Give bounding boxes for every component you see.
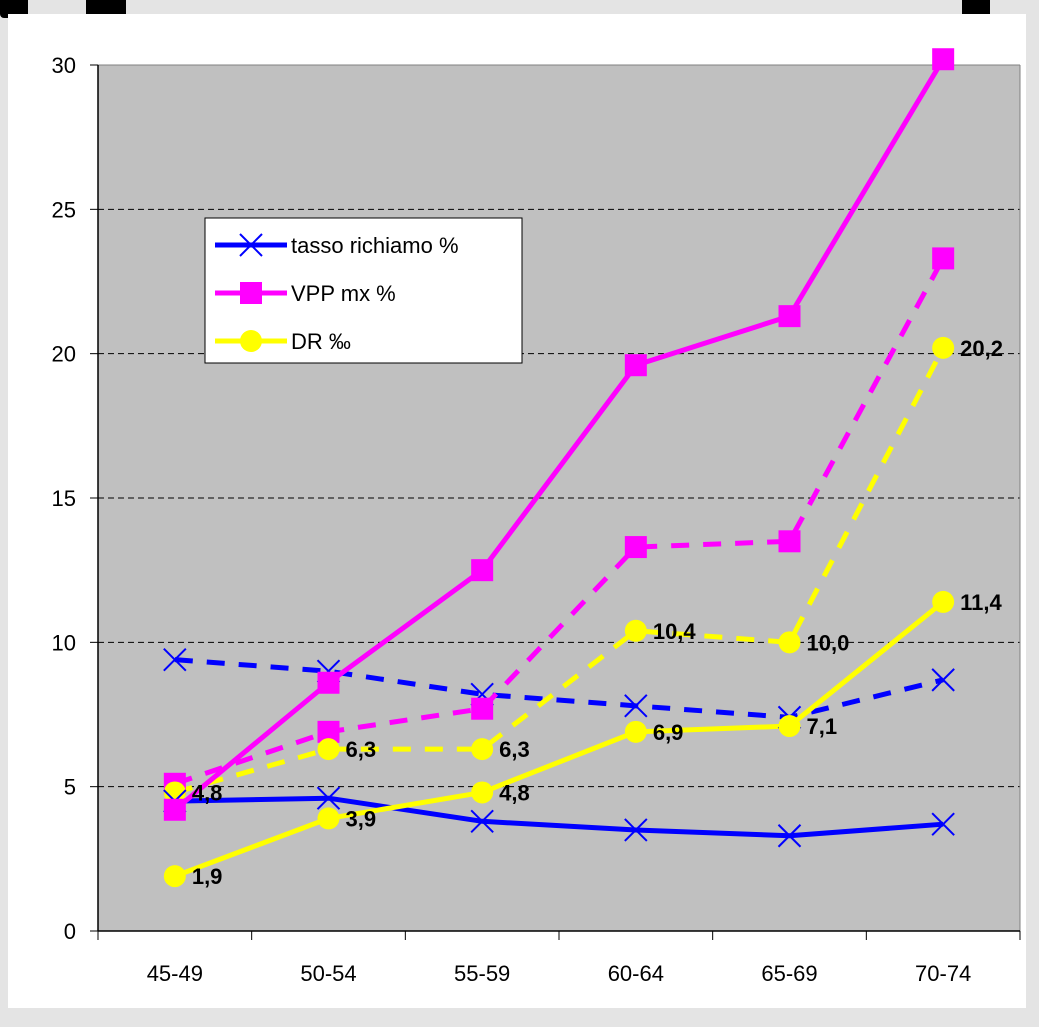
series-lines xyxy=(173,57,946,879)
data-point-series-3-dashed xyxy=(471,697,494,720)
data-label: 10,4 xyxy=(653,619,697,644)
y-tick-label: 25 xyxy=(52,197,76,222)
series-line-series-1-dashed xyxy=(174,657,944,720)
y-tick-label: 30 xyxy=(52,53,76,78)
data-point-series-5-dashed xyxy=(471,738,494,761)
data-label: 4,8 xyxy=(499,780,530,805)
data-point-series-5-dashed xyxy=(317,738,340,761)
data-point-series-3-dashed xyxy=(932,247,955,270)
data-point-tasso-richiamo xyxy=(316,786,341,810)
y-tick-label: 0 xyxy=(64,919,76,944)
data-point-series-5-dashed xyxy=(932,336,955,359)
x-tick-label-70-74: 70-74 xyxy=(915,961,971,986)
data-point-vpp-mx xyxy=(624,354,647,377)
data-point-series-3-dashed xyxy=(778,530,801,553)
data-labels: 4,8 6,3 6,3 10,4 10,0 20,2 1,9 3,9 4,8 6,9 7,1 11,4 xyxy=(192,336,1003,889)
legend-label: DR ‰ xyxy=(291,329,351,354)
series-line-dr xyxy=(173,599,945,879)
data-point-dr xyxy=(317,807,340,830)
data-point-dr xyxy=(932,590,955,613)
x-tick-label-50-54: 50-54 xyxy=(300,961,356,986)
series-line-tasso-richiamo xyxy=(174,795,944,839)
data-point-tasso-richiamo xyxy=(777,824,802,848)
data-label: 1,9 xyxy=(192,864,223,889)
legend-item-tasso-richiamo: tasso richiamo % xyxy=(215,233,459,258)
legend-item-vpp-mx: VPP mx % xyxy=(215,281,396,306)
axes xyxy=(90,64,1021,940)
data-point-dr xyxy=(624,720,647,743)
x-tick-label-60-64: 60-64 xyxy=(608,961,664,986)
data-point-vpp-mx xyxy=(163,798,186,821)
y-tick-label: 10 xyxy=(52,630,76,655)
x-tick-label-65-69: 65-69 xyxy=(761,961,817,986)
data-point-series-3-dashed xyxy=(624,536,647,559)
data-point-dr xyxy=(163,865,186,888)
legend-marker xyxy=(240,330,262,352)
series-line-series-3-dashed xyxy=(174,257,946,787)
legend: tasso richiamo % VPP mx % DR ‰ xyxy=(204,217,523,364)
legend-item-dr: DR ‰ xyxy=(215,329,351,354)
data-point-dr xyxy=(778,715,801,738)
data-label: 7,1 xyxy=(807,714,838,739)
data-point-series-3-dashed xyxy=(317,720,340,743)
data-point-tasso-richiamo xyxy=(931,812,955,836)
data-label: 20,2 xyxy=(960,336,1003,361)
y-tick-label: 15 xyxy=(52,486,76,511)
legend-label: VPP mx % xyxy=(291,281,396,306)
series-line-series-5-dashed xyxy=(174,346,946,795)
data-point-tasso-richiamo xyxy=(624,818,648,842)
legend-marker xyxy=(239,233,263,257)
x-axis-tick-labels: 45-49 50-54 55-59 60-64 65-69 70-74 xyxy=(147,961,972,986)
y-tick-label: 20 xyxy=(52,342,76,367)
data-point-series-5-dashed xyxy=(163,781,186,804)
x-tick-label-45-49: 45-49 xyxy=(147,961,203,986)
data-point-series-1-dashed xyxy=(163,647,187,672)
series-line-vpp-mx xyxy=(173,57,946,812)
data-point-vpp-mx xyxy=(471,559,494,582)
data-point-vpp-mx xyxy=(778,305,801,328)
data-point-dr xyxy=(471,781,494,804)
x-tick-label-55-59: 55-59 xyxy=(454,961,510,986)
data-point-series-1-dashed xyxy=(624,694,648,718)
top-cropped-text xyxy=(0,0,1039,22)
data-point-series-5-dashed xyxy=(778,631,801,654)
series-markers xyxy=(163,48,955,888)
data-point-vpp-mx xyxy=(932,48,955,71)
data-label: 6,3 xyxy=(346,737,377,762)
data-label: 6,9 xyxy=(653,720,684,745)
data-label: 3,9 xyxy=(346,806,377,831)
data-point-tasso-richiamo xyxy=(470,809,494,834)
data-point-series-5-dashed xyxy=(624,619,647,642)
y-tick-label: 5 xyxy=(64,775,76,800)
data-label: 11,4 xyxy=(960,590,1002,615)
data-label: 10,0 xyxy=(807,630,850,655)
y-axis-tick-labels: 0 5 10 15 20 25 30 xyxy=(52,53,76,944)
data-label: 6,3 xyxy=(499,737,530,762)
legend-marker xyxy=(240,282,262,304)
legend-label: tasso richiamo % xyxy=(291,233,459,258)
data-label: 4,8 xyxy=(192,780,223,805)
data-point-vpp-mx xyxy=(317,671,340,694)
data-point-series-1-dashed xyxy=(931,668,955,692)
